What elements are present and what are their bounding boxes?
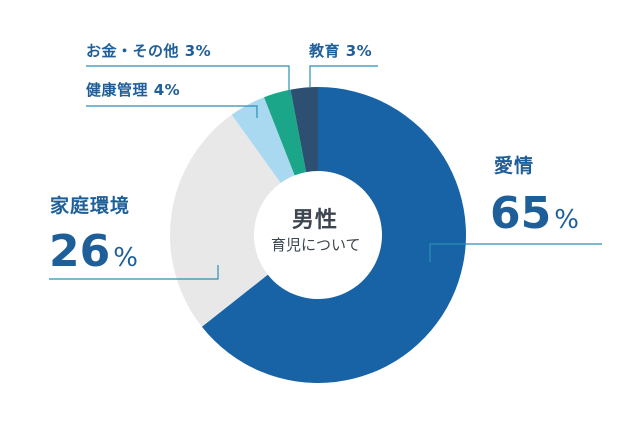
slice-value-health: 4% — [153, 81, 181, 99]
slice-caption-education: 教育 3% — [309, 40, 372, 61]
leader-education — [309, 65, 378, 88]
donut-slice-education — [290, 87, 318, 173]
slice-value-love: 65 — [490, 188, 552, 239]
slice-label-education: 教育 — [309, 42, 341, 60]
slice-label-love: 愛情 — [494, 155, 535, 177]
slice-caption-money-other: お金・その他 3% — [86, 40, 211, 61]
center-title: 男性 — [292, 208, 339, 233]
slice-value-money-other: 3% — [184, 42, 212, 60]
leader-money-other — [86, 65, 290, 96]
slice-unit-love: % — [554, 205, 579, 235]
leader-family-environment — [49, 265, 219, 280]
slice-unit-family-environment: % — [113, 243, 138, 273]
leader-lines — [49, 65, 602, 280]
leader-love — [429, 243, 602, 262]
donut-slices — [170, 87, 467, 383]
slice-percent-love: 65% — [490, 192, 579, 236]
slice-caption-health: 健康管理 4% — [86, 79, 180, 100]
leader-health — [86, 105, 258, 118]
donut-slice-family-environment — [170, 114, 281, 327]
slice-value-family-environment: 26 — [49, 226, 111, 277]
slice-value-education: 3% — [345, 42, 373, 60]
donut-slice-money-other — [264, 89, 307, 176]
slice-label-family-environment: 家庭環境 — [50, 195, 131, 217]
center-subtitle: 育児について — [271, 236, 361, 254]
slice-percent-family-environment: 26% — [49, 230, 138, 274]
slice-label-money-other: お金・その他 — [86, 42, 180, 60]
donut-slice-love — [201, 87, 467, 383]
donut-slice-health — [231, 97, 295, 183]
slice-label-health: 健康管理 — [86, 81, 149, 99]
